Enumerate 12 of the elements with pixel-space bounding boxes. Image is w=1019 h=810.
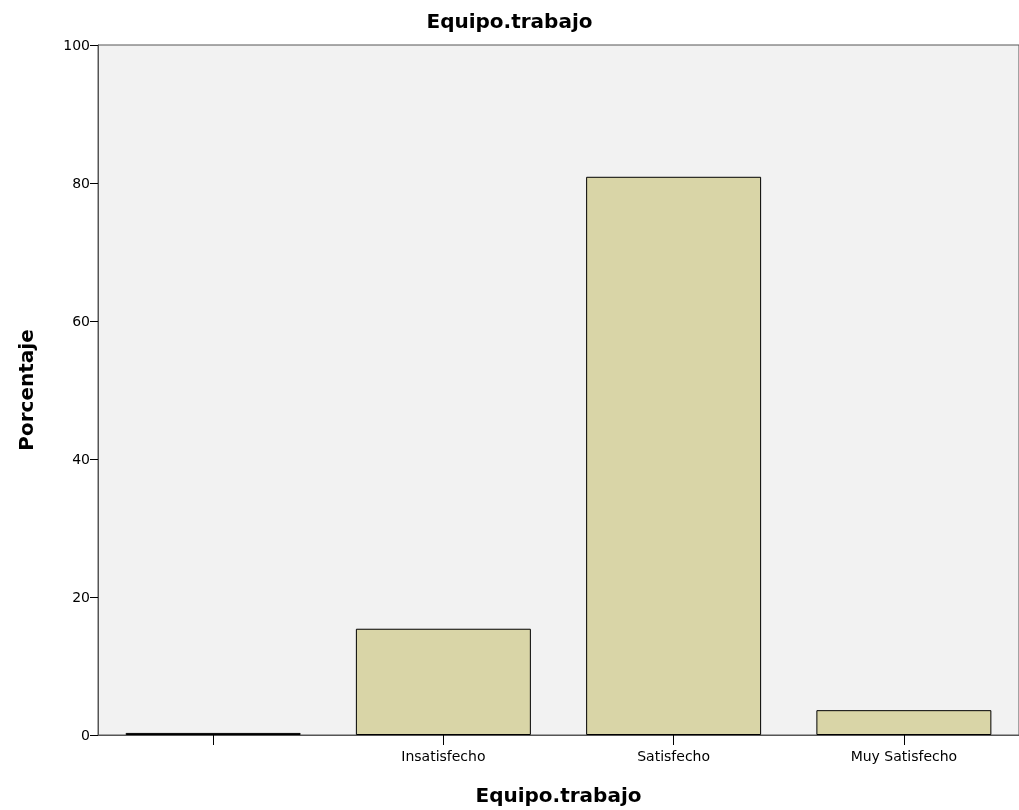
x-tick-label: Muy Satisfecho	[850, 748, 958, 764]
x-tick-label: Insatisfecho	[401, 748, 486, 764]
y-tick-label: 40	[72, 451, 90, 467]
y-tick-label: 80	[72, 175, 90, 191]
y-axis-title: Porcentaje	[14, 329, 38, 451]
x-axis-title: Equipo.trabajo	[475, 783, 642, 807]
chart-title: Equipo.trabajo	[426, 9, 593, 33]
y-tick-label: 20	[72, 589, 90, 605]
y-tick-label: 60	[72, 313, 90, 329]
y-tick-label: 0	[81, 727, 90, 743]
x-tick-label: Satisfecho	[637, 748, 711, 764]
y-tick-label: 100	[63, 37, 90, 53]
